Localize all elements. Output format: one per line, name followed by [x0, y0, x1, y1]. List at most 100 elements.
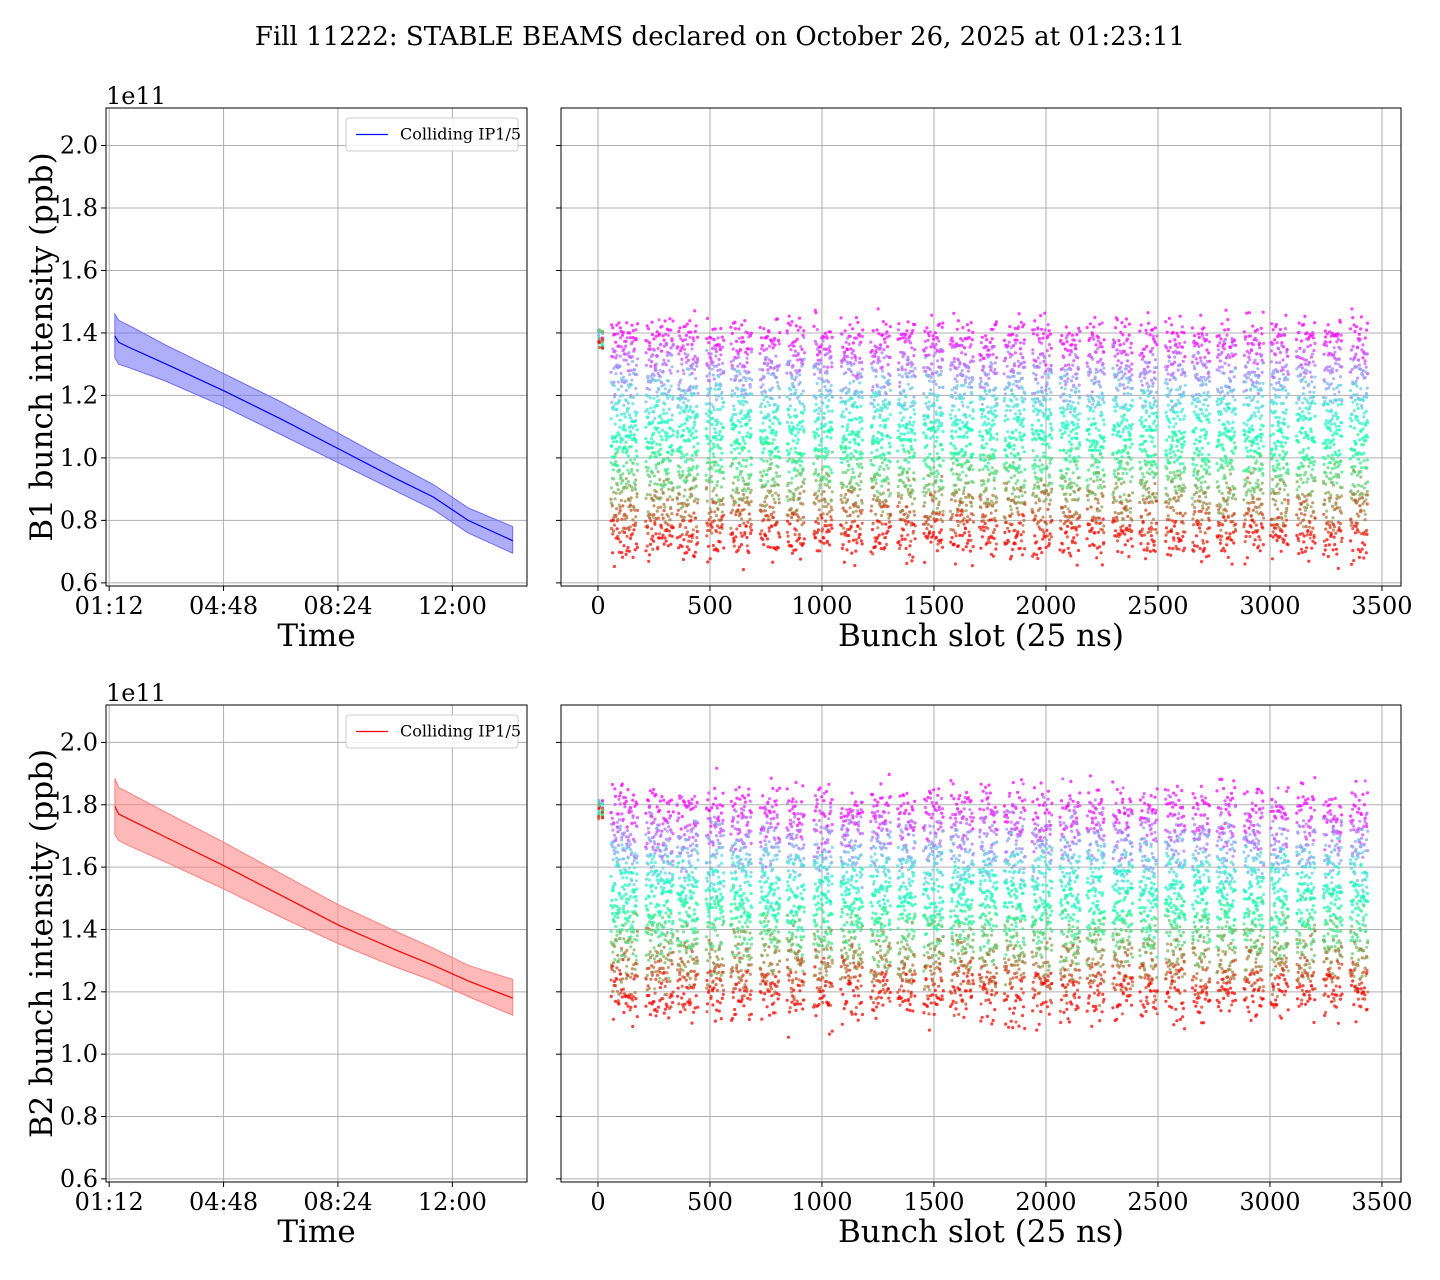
- bunch-point: [749, 426, 753, 430]
- bunch-point: [1226, 429, 1230, 433]
- bunch-point: [622, 339, 627, 343]
- bunch-point: [770, 396, 774, 401]
- bunch-point: [1017, 409, 1021, 413]
- bunch-point: [1064, 325, 1068, 329]
- bunch-point: [1126, 426, 1130, 430]
- bunch-point: [1141, 354, 1146, 359]
- bunch-point: [785, 420, 790, 424]
- bunch-point: [1269, 383, 1273, 387]
- bunch-point: [666, 451, 671, 455]
- bunch-point: [1261, 444, 1266, 448]
- bunch-point: [798, 373, 802, 377]
- bunch-point: [1233, 447, 1237, 451]
- bunch-point: [1130, 351, 1134, 355]
- bunch-point: [612, 384, 616, 388]
- bunch-point: [1094, 350, 1098, 354]
- bunch-point: [1154, 399, 1158, 403]
- bunch-point: [613, 462, 617, 466]
- bunch-point: [928, 404, 932, 408]
- bunch-point: [1283, 411, 1288, 415]
- bunch-point: [1128, 445, 1132, 449]
- bunch-point: [1046, 414, 1051, 418]
- bunch-point: [1269, 349, 1273, 353]
- bunch-point: [1068, 460, 1072, 464]
- bunch-point: [1035, 333, 1039, 337]
- bunch-point: [1015, 404, 1019, 408]
- bunch-point: [1337, 390, 1341, 394]
- bunch-point: [1182, 331, 1186, 335]
- bunch-point: [1049, 364, 1053, 368]
- bunch-point: [1173, 453, 1177, 457]
- bunch-point: [979, 458, 983, 462]
- bunch-point: [1249, 416, 1253, 420]
- bunch-point: [653, 455, 657, 459]
- bunch-point: [816, 358, 820, 362]
- bunch-point: [1122, 417, 1126, 421]
- bunch-point: [1301, 418, 1305, 422]
- bunch-point: [1043, 455, 1047, 459]
- bunch-point: [840, 332, 844, 336]
- bunch-point: [665, 472, 669, 476]
- bunch-point: [794, 375, 798, 379]
- bunch-point: [1275, 466, 1279, 470]
- bunch-point: [665, 353, 670, 358]
- bunch-point: [729, 450, 734, 454]
- bunch-point: [670, 453, 674, 457]
- bunch-point: [841, 470, 845, 474]
- bunch-point: [737, 327, 741, 331]
- bunch-point: [1071, 375, 1075, 379]
- bunch-point: [738, 347, 743, 352]
- bunch-point: [1354, 379, 1358, 383]
- bunch-point: [1194, 357, 1198, 361]
- bunch-point: [1065, 420, 1069, 424]
- bunch-point: [1207, 370, 1211, 374]
- bunch-point: [829, 468, 833, 472]
- bunch-point: [612, 440, 616, 444]
- bunch-point: [710, 447, 714, 451]
- bunch-point: [1151, 352, 1155, 357]
- bunch-point: [1037, 365, 1041, 369]
- bunch-point: [1309, 355, 1313, 359]
- bunch-point: [668, 317, 672, 321]
- bunch-point: [708, 449, 712, 453]
- bunch-point: [1276, 424, 1280, 428]
- bunch-point: [655, 442, 659, 446]
- bunch-point: [1020, 494, 1024, 498]
- bunch-point: [1124, 402, 1128, 407]
- bunch-point: [1220, 443, 1224, 447]
- bunch-point: [704, 473, 708, 477]
- bunch-point: [761, 383, 765, 387]
- bunch-point: [881, 369, 885, 373]
- bunch-point: [990, 466, 995, 470]
- bunch-point: [633, 457, 637, 461]
- bunch-point: [949, 338, 953, 342]
- bunch-point: [927, 465, 932, 469]
- bunch-point: [1294, 434, 1299, 438]
- bunch-point: [644, 363, 649, 367]
- bunch-point: [716, 480, 720, 484]
- bunch-point: [1310, 461, 1314, 465]
- bunch-point: [1337, 383, 1341, 387]
- bunch-point: [876, 441, 880, 445]
- bunch-point: [800, 347, 804, 351]
- bunch-point: [1102, 422, 1106, 427]
- bunch-point: [941, 429, 945, 434]
- bunch-point: [1182, 417, 1186, 421]
- bunch-point: [666, 435, 670, 440]
- bunch-point: [923, 457, 927, 461]
- bunch-point: [1166, 458, 1170, 462]
- bunch-point: [1014, 438, 1019, 442]
- bunch-point: [849, 457, 853, 461]
- bunch-point: [712, 337, 716, 341]
- bunch-point: [1272, 376, 1276, 380]
- bunch-point: [841, 358, 845, 363]
- bunch-point: [1323, 457, 1327, 461]
- bunch-point: [680, 362, 684, 366]
- bunch-point: [1218, 341, 1222, 345]
- bunch-point: [669, 384, 673, 388]
- bunch-point: [686, 398, 690, 403]
- bunch-point: [1174, 422, 1178, 426]
- bunch-point: [1337, 424, 1341, 428]
- bunch-point: [1349, 348, 1354, 352]
